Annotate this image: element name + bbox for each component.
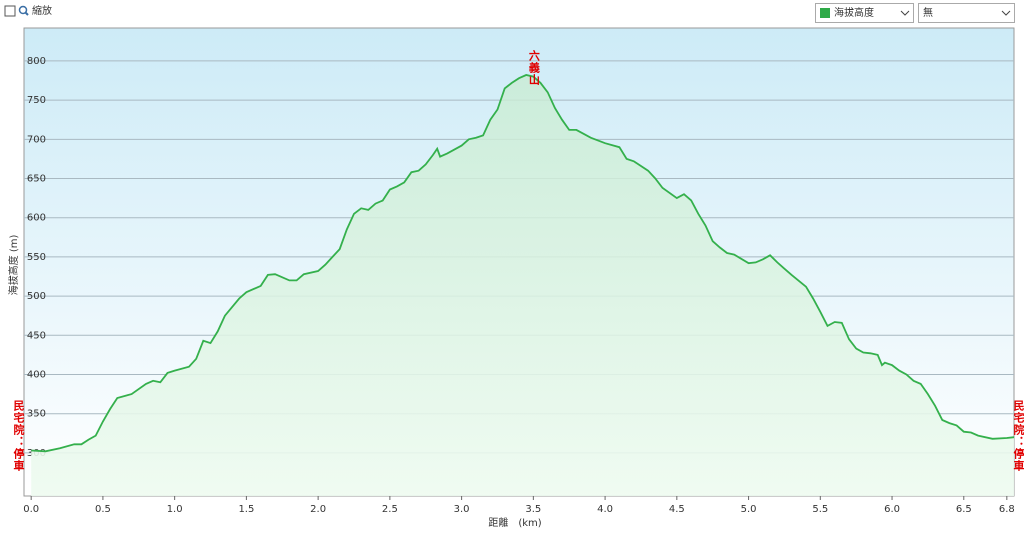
x-tick-label: 6.8	[999, 504, 1015, 515]
dropdown-arrow	[900, 10, 910, 16]
x-tick-label: 1.5	[238, 504, 254, 515]
x-tick-label: 0.0	[23, 504, 39, 515]
x-tick-label: 6.5	[956, 504, 972, 515]
x-tick-label: 2.5	[382, 504, 398, 515]
y-tick-label: 700	[27, 134, 46, 145]
elevation-line	[31, 74, 1015, 453]
x-tick-label: 4.5	[669, 504, 685, 515]
x-tick-label: 2.0	[310, 504, 326, 515]
overlay-dropdown[interactable]	[918, 3, 1015, 23]
zoom-checkbox[interactable]	[4, 5, 16, 17]
x-tick-label: 5.5	[812, 504, 828, 515]
x-tick-label: 0.5	[95, 504, 111, 515]
x-tick-label: 1.0	[167, 504, 183, 515]
y-tick-label: 600	[27, 213, 46, 224]
metric-swatch	[820, 8, 830, 18]
zoom-icon-handle	[24, 11, 29, 16]
y-axis-title: 海拔高度 (m)	[7, 235, 20, 296]
x-tick-label: 4.0	[597, 504, 613, 515]
annotation: 六義山	[527, 49, 540, 86]
y-tick-label: 350	[27, 409, 46, 420]
x-tick-label: 3.0	[454, 504, 470, 515]
y-tick-label: 650	[27, 174, 46, 185]
overlay-label: 無	[923, 6, 933, 19]
annotation: 民宅院：停車	[1012, 400, 1024, 472]
y-tick-label: 550	[27, 252, 46, 263]
y-tick-label: 800	[27, 56, 46, 67]
y-tick-label: 400	[27, 369, 46, 380]
x-axis-title: 距離 (km)	[488, 516, 541, 529]
zoom-label[interactable]: 縮放	[32, 4, 52, 17]
x-tick-label: 6.0	[884, 504, 900, 515]
zoom-icon	[18, 5, 28, 15]
x-tick-label: 3.5	[525, 504, 541, 515]
metric-label: 海拔高度	[834, 6, 874, 19]
metric-dropdown[interactable]	[815, 3, 914, 23]
annotation: 民宅院：停車	[12, 400, 25, 472]
y-tick-label: 750	[27, 95, 46, 106]
dropdown-arrow	[1001, 10, 1011, 16]
area-fill	[31, 75, 1014, 496]
y-tick-label: 450	[27, 330, 46, 341]
y-tick-label: 500	[27, 291, 46, 302]
x-tick-label: 5.0	[741, 504, 757, 515]
